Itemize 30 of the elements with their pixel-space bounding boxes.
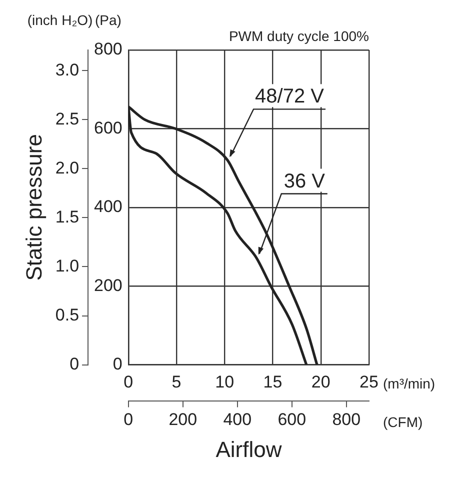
y2-tick-label: 1.0 (55, 256, 80, 276)
x2-tick-label: 400 (223, 410, 252, 430)
x-tick-label: 25 (360, 372, 378, 392)
y-tick-label: 200 (94, 276, 122, 295)
y2-tick-label: 2.5 (55, 109, 80, 128)
x-tick-label: 20 (311, 372, 330, 392)
text: 36 V (284, 170, 326, 192)
x-tick-label: 15 (263, 372, 282, 392)
y2-tick-label: 0 (70, 354, 80, 374)
y2-tick-label: 3.0 (55, 60, 80, 80)
chart-title: PWM duty cycle 100% (228, 28, 369, 44)
text: (Pa) (94, 12, 122, 28)
y2-tick-label: 0.5 (55, 305, 80, 324)
text: 48/72 V (255, 86, 325, 108)
y2-tick-label: 1.5 (55, 207, 80, 226)
x-tick-label: 10 (215, 372, 234, 392)
text: (m³/min) (383, 376, 436, 392)
y-tick-label: 400 (94, 197, 122, 216)
y-tick-label: 0 (112, 354, 122, 374)
x2-tick-label: 600 (278, 410, 306, 430)
y-tick-label: 800 (94, 40, 122, 59)
x2-axis-title: (CFM) (383, 414, 423, 430)
y2-axis-title: Static pressure (21, 134, 46, 281)
x2-tick-label: 200 (168, 410, 198, 430)
y2-tick-label: 2.0 (55, 158, 80, 178)
x-axis-title: Airflow (216, 436, 282, 462)
y-tick-label: 600 (94, 118, 122, 138)
text: (inch H₂O) (27, 12, 93, 28)
x-tick-label: 5 (172, 372, 182, 392)
x2-tick-label: 800 (332, 410, 361, 430)
